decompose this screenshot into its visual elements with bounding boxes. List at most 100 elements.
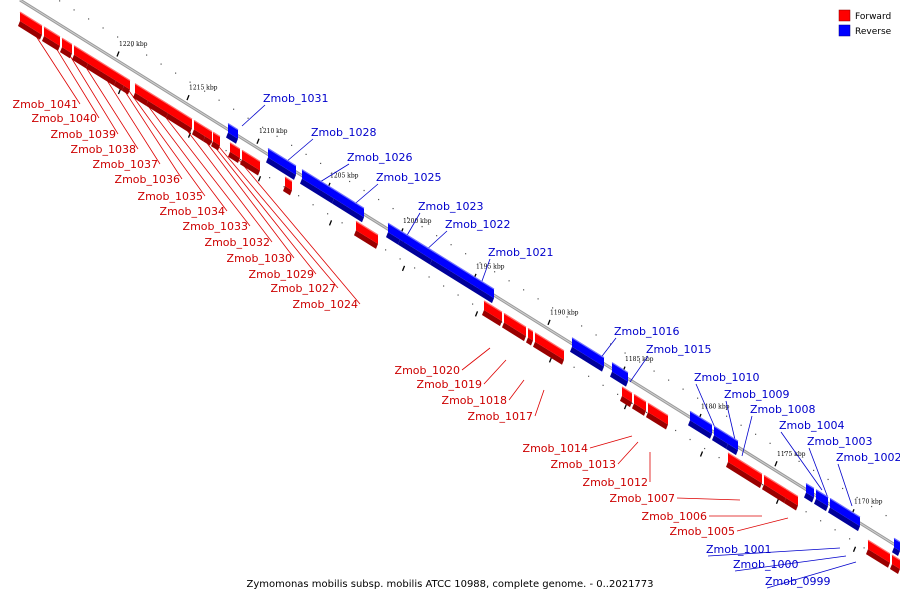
gene-zmob-1019[interactable] [283,176,293,196]
label-zmob-1018[interactable]: Zmob_1018 [442,394,507,407]
gene-zmob-1017[interactable] [482,300,503,327]
gene-zmob-1021[interactable] [430,250,495,304]
gene-zmob-1026[interactable] [300,169,335,204]
gene-zmob-1039[interactable] [60,37,73,59]
gene-zmob-1012[interactable] [533,332,565,365]
label-zmob-1015[interactable]: Zmob_1015 [646,343,711,356]
gene-zmob-1031[interactable] [226,123,239,144]
label-zmob-1023[interactable]: Zmob_1023 [418,200,483,213]
label-zmob-1021[interactable]: Zmob_1021 [488,246,553,259]
gene-zmob-1008[interactable] [726,434,739,456]
gene-zmob-1035[interactable] [122,76,131,95]
gene-reverse-block[interactable] [892,537,900,556]
gene-side [266,157,296,180]
label-zmob-1017[interactable]: Zmob_1017 [468,410,533,423]
label-zmob-1041[interactable]: Zmob_1041 [13,98,78,111]
label-zmob-1036[interactable]: Zmob_1036 [115,173,180,186]
gene-zmob-1002[interactable] [828,497,861,532]
label-zmob-1024[interactable]: Zmob_1024 [293,298,358,311]
gene-zmob-1038[interactable] [72,45,89,69]
label-zmob-1007[interactable]: Zmob_1007 [610,492,675,505]
gene-zmob-1041[interactable] [18,11,43,40]
label-zmob-1013[interactable]: Zmob_1013 [551,458,616,471]
leader-line [725,400,737,445]
tick-dot [378,198,380,201]
gene-zmob-1036[interactable] [114,71,125,91]
gene-zmob-1014[interactable] [502,312,527,342]
gene-forward-block[interactable] [726,452,763,489]
label-zmob-1032[interactable]: Zmob_1032 [205,236,270,249]
gene-zmob-1018[interactable] [354,220,379,249]
gene-zmob-1027[interactable] [211,131,221,151]
label-zmob-1006[interactable]: Zmob_1006 [642,510,707,523]
gene-zmob-1040[interactable] [42,26,61,51]
label-zmob-1020[interactable]: Zmob_1020 [395,364,460,377]
label-zmob-1009[interactable]: Zmob_1009 [724,388,789,401]
gene-zmob-1015[interactable] [610,362,629,387]
gene-zmob-1023[interactable] [386,222,401,245]
label-zmob-0999[interactable]: Zmob_0999 [765,575,830,588]
label-zmob-1025[interactable]: Zmob_1025 [376,171,441,184]
label-zmob-1029[interactable]: Zmob_1029 [249,268,314,281]
gene-highlight [43,26,61,38]
label-zmob-1019[interactable]: Zmob_1019 [417,378,482,391]
gene-zmob-1025[interactable] [332,189,365,223]
tick-dot [131,45,133,47]
label-zmob-1039[interactable]: Zmob_1039 [51,128,116,141]
gene-forward-block[interactable] [890,554,900,574]
label-zmob-1010[interactable]: Zmob_1010 [694,371,759,384]
gene-zmob-1013[interactable] [526,327,534,346]
gene-zmob-1029[interactable] [203,126,213,146]
gene-zmob-1020[interactable] [240,149,261,176]
gene-face [135,83,148,101]
label-zmob-1028[interactable]: Zmob_1028 [311,126,376,139]
label-zmob-1012[interactable]: Zmob_1012 [583,476,648,489]
gene-zmob-1030[interactable] [192,119,206,142]
label-zmob-1001[interactable]: Zmob_1001 [706,543,771,556]
gene-zmob-1009[interactable] [712,425,729,449]
label-zmob-1026[interactable]: Zmob_1026 [347,151,412,164]
label-zmob-1004[interactable]: Zmob_1004 [779,419,844,432]
label-zmob-1030[interactable]: Zmob_1030 [227,252,292,265]
gene-zmob-1032[interactable] [166,103,193,134]
gene-zmob-1016[interactable] [570,337,605,372]
label-zmob-1027[interactable]: Zmob_1027 [271,282,336,295]
label-zmob-1008[interactable]: Zmob_1008 [750,403,815,416]
leader-line [51,41,100,119]
gene-zmob-1004[interactable] [804,482,815,503]
gene-side [533,341,564,365]
label-zmob-1003[interactable]: Zmob_1003 [807,435,872,448]
label-zmob-1038[interactable]: Zmob_1038 [71,143,136,156]
tick-dot [552,307,554,309]
gene-forward-block[interactable] [784,488,799,511]
gene-zmob-1022[interactable] [398,230,433,265]
gene-forward-block[interactable] [762,474,787,504]
gene-zmob-1007[interactable] [620,386,633,408]
label-zmob-1031[interactable]: Zmob_1031 [263,92,328,105]
gene-zmob-1037[interactable] [86,53,117,86]
label-zmob-1035[interactable]: Zmob_1035 [138,190,203,203]
label-zmob-1002[interactable]: Zmob_1002 [836,451,900,464]
label-leaders [30,28,857,589]
gene-forward-block[interactable] [866,539,891,568]
label-zmob-1014[interactable]: Zmob_1014 [523,442,588,455]
label-zmob-1033[interactable]: Zmob_1033 [183,220,248,233]
tick-dot [856,496,858,499]
label-zmob-1000[interactable]: Zmob_1000 [733,558,798,571]
label-zmob-1005[interactable]: Zmob_1005 [670,525,735,538]
gene-zmob-1006[interactable] [632,393,647,416]
label-zmob-1022[interactable]: Zmob_1022 [445,218,510,231]
gene-zmob-1010[interactable] [688,410,713,439]
label-zmob-1016[interactable]: Zmob_1016 [614,325,679,338]
label-zmob-1040[interactable]: Zmob_1040 [32,112,97,125]
gene-zmob-1034[interactable] [133,83,149,106]
gene-zmob-1005[interactable] [646,402,669,430]
tick-dot [59,0,61,2]
gene-zmob-1028[interactable] [266,147,297,180]
label-zmob-1037[interactable]: Zmob_1037 [93,158,158,171]
gene-zmob-1003[interactable] [814,489,829,512]
gene-zmob-1033[interactable] [146,91,169,119]
gene-zmob-1024[interactable] [228,142,241,163]
label-zmob-1034[interactable]: Zmob_1034 [160,205,225,218]
kbp-label: 1180 kbp [701,403,730,410]
